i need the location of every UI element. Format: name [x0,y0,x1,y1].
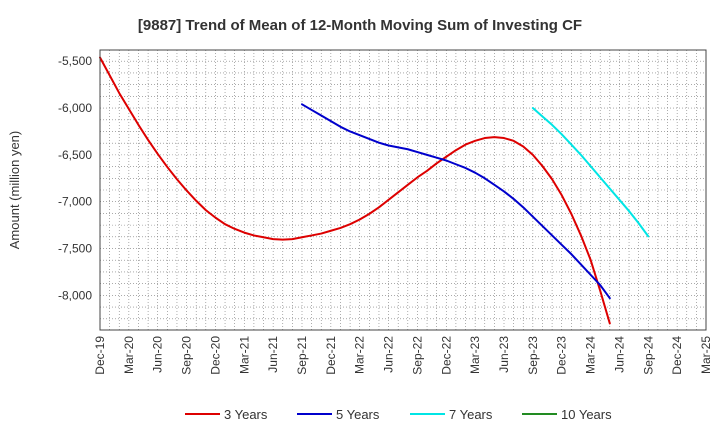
series-line-3-years [99,56,611,325]
y-tick-label: -7,000 [58,195,92,209]
x-tick-label: Jun-21 [266,336,280,373]
series-line-5-years [301,103,611,300]
y-tick-labels: -5,500 -6,000 -6,500 -7,000 -7,500 -8,000 [58,54,92,302]
x-tick-label: Jun-20 [151,336,165,373]
legend-entry: 3 Years [185,407,268,422]
series-lines [99,56,650,325]
axes [99,49,707,331]
x-tick-label: Dec-19 [93,336,107,375]
chart-title: [9887] Trend of Mean of 12-Month Moving … [138,17,582,34]
y-tick-label: -5,500 [58,54,92,68]
legend-label: 7 Years [449,407,493,422]
x-tick-label: Sep-23 [526,336,540,375]
x-tick-label: Dec-21 [324,336,338,375]
x-tick-label: Dec-24 [670,336,684,375]
y-tick-label: -7,500 [58,242,92,256]
legend-entry: 10 Years [522,407,612,422]
legend-entry: 7 Years [410,407,493,422]
plot-frame [99,49,707,331]
x-tick-label: Mar-25 [699,336,713,374]
y-axis-label: Amount (million yen) [7,131,22,250]
x-tick-labels: Dec-19 Mar-20 Jun-20 Sep-20 Dec-20 Mar-21 Jun-… [93,336,713,375]
legend: 3 Years 5 Years 7 Years 10 Years [185,407,612,422]
x-tick-label: Mar-23 [468,336,482,374]
x-tick-label: Sep-22 [410,336,424,375]
x-tick-label: Dec-20 [208,336,222,375]
x-tick-label: Dec-22 [439,336,453,375]
legend-label: 3 Years [224,407,268,422]
x-tick-label: Mar-21 [237,336,251,374]
x-tick-label: Mar-22 [353,336,367,374]
y-tick-label: -8,000 [58,288,92,302]
x-tick-label: Dec-23 [555,336,569,375]
x-tick-label: Sep-24 [641,336,655,375]
y-tick-label: -6,000 [58,101,92,115]
x-tick-label: Mar-24 [584,336,598,374]
legend-label: 10 Years [561,407,612,422]
series-line-7-years [531,107,650,238]
legend-label: 5 Years [336,407,380,422]
x-tick-label: Mar-20 [122,336,136,374]
x-tick-label: Sep-21 [295,336,309,375]
y-tick-label: -6,500 [58,148,92,162]
x-tick-label: Jun-23 [497,336,511,373]
legend-entry: 5 Years [297,407,380,422]
x-tick-label: Sep-20 [180,336,194,375]
x-tick-label: Jun-22 [382,336,396,373]
x-tick-label: Jun-24 [612,336,626,373]
